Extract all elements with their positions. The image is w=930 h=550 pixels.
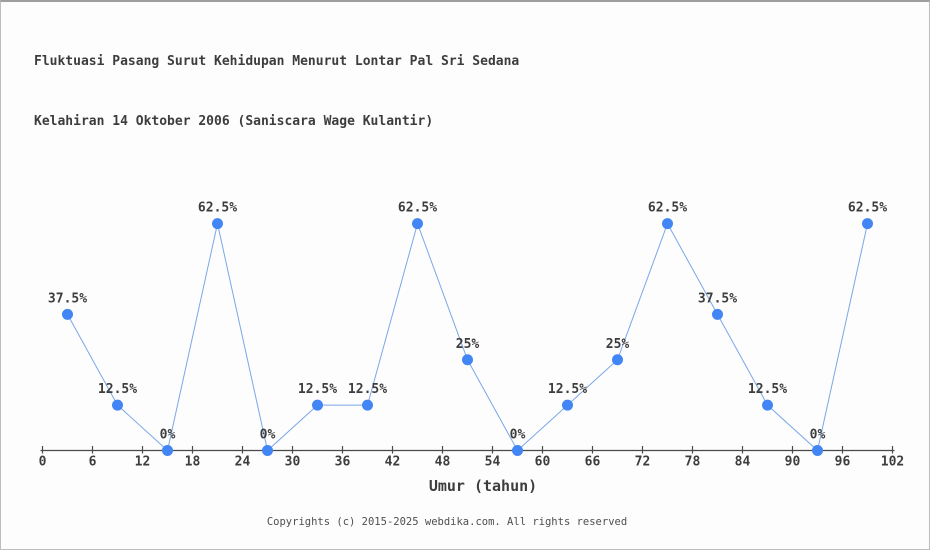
x-axis-label: Umur (tahun) [428, 477, 538, 495]
copyright-footer: Copyrights (c) 2015-2025 webdika.com. Al… [266, 516, 628, 528]
data-point-marker [212, 218, 223, 230]
data-point-label: 62.5% [648, 201, 687, 216]
x-axis-tick-label: 0 [39, 455, 47, 470]
x-axis-tick-label: 78 [685, 455, 701, 470]
data-point-marker [362, 399, 373, 411]
x-axis-tick-label: 36 [335, 455, 351, 470]
data-point-marker [312, 399, 323, 411]
chart-title: Fluktuasi Pasang Surut Kehidupan Menurut… [34, 12, 519, 172]
data-point-label: 62.5% [848, 201, 887, 216]
x-axis-tick-label: 30 [285, 455, 301, 470]
data-point-marker [512, 445, 523, 456]
data-point-marker [812, 445, 823, 456]
data-point-marker [162, 445, 173, 456]
data-point-marker [412, 218, 423, 230]
data-point-marker [462, 354, 473, 366]
data-point-label: 12.5% [348, 382, 387, 397]
data-point-label: 62.5% [198, 201, 237, 216]
data-point-marker [112, 399, 123, 411]
data-point-label: 12.5% [298, 382, 337, 397]
data-point-label: 62.5% [398, 201, 437, 216]
x-axis-tick-label: 66 [585, 455, 601, 470]
data-point-marker [612, 354, 623, 366]
x-axis-tick-label: 84 [735, 455, 751, 470]
data-point-label: 37.5% [48, 291, 87, 306]
data-point-marker [662, 218, 673, 230]
x-axis-tick-label: 42 [385, 455, 401, 470]
data-point-marker [562, 399, 573, 411]
data-point-label: 12.5% [98, 382, 137, 397]
data-point-marker [862, 218, 873, 230]
data-point-label: 0% [810, 428, 826, 443]
data-point-label: 12.5% [748, 382, 787, 397]
x-axis-tick-label: 24 [235, 455, 251, 470]
x-axis-tick-label: 6 [89, 455, 97, 470]
data-point-marker [62, 308, 73, 320]
data-point-label: 0% [160, 428, 176, 443]
data-point-marker [712, 308, 723, 320]
data-point-label: 25% [456, 337, 480, 352]
x-axis-tick-label: 48 [435, 455, 451, 470]
data-point-label: 12.5% [548, 382, 587, 397]
data-point-label: 0% [260, 428, 276, 443]
x-axis-tick-label: 90 [785, 455, 801, 470]
chart-title-line1: Fluktuasi Pasang Surut Kehidupan Menurut… [34, 54, 520, 69]
x-axis-tick-label: 72 [635, 455, 651, 470]
data-point-label: 0% [510, 428, 526, 443]
x-axis-tick-label: 96 [835, 455, 851, 470]
x-axis-tick-label: 12 [135, 455, 151, 470]
data-point-label: 25% [606, 337, 630, 352]
data-point-marker [262, 445, 273, 456]
chart-title-line2: Kelahiran 14 Oktober 2006 (Saniscara Wag… [34, 114, 434, 129]
x-axis-tick-label: 18 [185, 455, 201, 470]
x-axis-tick-label: 54 [485, 455, 501, 470]
data-point-label: 37.5% [698, 291, 737, 306]
x-axis-tick-label: 102 [881, 455, 904, 470]
data-point-marker [762, 399, 773, 411]
x-axis-tick-label: 60 [535, 455, 551, 470]
